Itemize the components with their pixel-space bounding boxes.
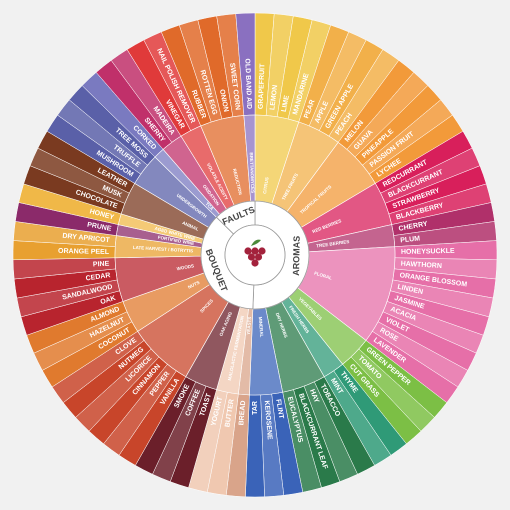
item-label: LEMON — [269, 85, 279, 111]
center-circle — [224, 224, 286, 286]
item-label: ORANGE PEEL — [58, 248, 110, 256]
item-label: KEROSENE — [263, 400, 273, 440]
category-label: ANIMAL — [181, 220, 199, 232]
item-label: LIME — [281, 95, 291, 113]
category-label: FORTIFIED WINE — [157, 235, 194, 246]
grape-icon — [247, 253, 256, 261]
item-label: BUTTER — [224, 399, 235, 428]
item-label: OLD BAND AID — [243, 58, 252, 109]
item-label: CEDAR — [85, 272, 111, 282]
item-label: PINE — [93, 261, 110, 269]
item-label: PRUNE — [87, 222, 113, 233]
item-label: DRY APRICOT — [62, 233, 111, 245]
item-label: BREAD — [238, 400, 247, 425]
category-label: YEASTS — [246, 317, 252, 335]
category-label: BRETTANOMYCES — [249, 152, 256, 193]
item-label: PLUM — [400, 235, 421, 244]
item-label: TAR — [252, 401, 259, 415]
item-label: GRAPEFRUIT — [258, 63, 267, 109]
grape-leaf — [251, 239, 261, 246]
item-label: HAWTHORN — [401, 261, 443, 270]
category-label: MINERAL — [258, 317, 265, 338]
item-label: OAK — [100, 295, 117, 306]
grape-icon — [258, 247, 266, 255]
category-label: NUTS — [187, 280, 200, 290]
category-label: FLORAL — [314, 271, 333, 281]
group-label: AROMAS — [291, 236, 302, 276]
category-label: LATE HARVEST / BOTRYTIS — [133, 245, 194, 254]
grape-icon — [251, 247, 259, 255]
item-label: ONION — [218, 89, 229, 113]
item-label: FLINT — [274, 399, 284, 420]
item-label: HONEYSUCKLE — [401, 248, 455, 256]
grape-icon — [251, 259, 259, 267]
category-label: WOODS — [176, 263, 194, 271]
category-label: CITRUS — [262, 177, 270, 194]
category-label: REDUCTION — [232, 168, 243, 195]
category-label: TCA — [205, 201, 215, 212]
category-label: TREE BERRIES — [316, 239, 350, 249]
grape-icon — [244, 247, 252, 255]
grape-icon — [254, 253, 263, 261]
